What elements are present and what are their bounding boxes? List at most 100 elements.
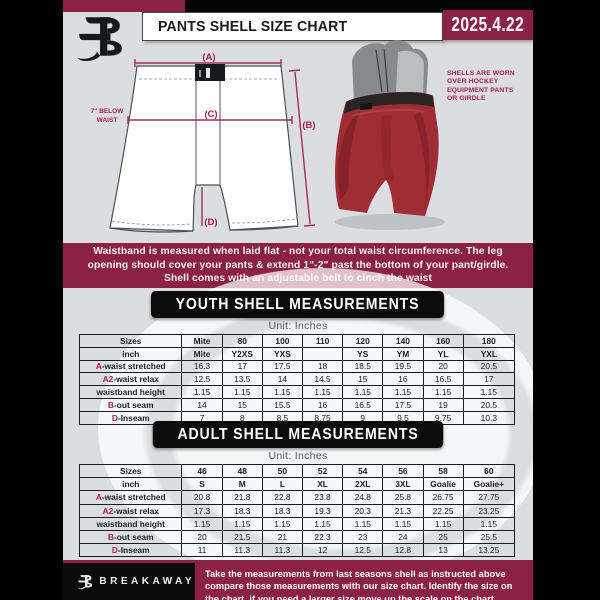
table-cell: 17 <box>462 372 516 387</box>
table-cell: 20 <box>422 359 464 374</box>
table-cell: 46 <box>181 463 223 479</box>
table-cell: 13 <box>422 543 464 558</box>
table-cell: 15 <box>342 372 384 387</box>
page-title: PANTS SHELL SIZE CHART <box>142 12 443 41</box>
row-label: D-Inseam <box>78 543 183 558</box>
row-label: Sizes <box>78 334 183 348</box>
table-cell: 18.3 <box>261 503 303 518</box>
table-cell: 16 <box>382 372 424 387</box>
table-cell: 160 <box>422 334 464 348</box>
table-cell: 48 <box>221 463 263 479</box>
table-cell: 1.15 <box>382 516 424 531</box>
table-row: inch S M L XL 2XL 3XL Goalie Goalie+ <box>78 477 516 492</box>
table-cell: 18.3 <box>221 503 263 518</box>
footer-instructions: Take the measurements from last seasons … <box>195 563 533 600</box>
table-cell: 16.5 <box>342 397 384 412</box>
row-label: A2-waist relax <box>78 372 183 387</box>
table-cell: Mite <box>181 334 223 348</box>
table-cell: 1.15 <box>462 516 516 531</box>
table-cell: 1.15 <box>181 516 223 531</box>
adult-section: ADULT SHELL MEASUREMENTS Unit: Inches Si… <box>63 421 533 558</box>
table-cell: 1.15 <box>342 385 384 399</box>
table-cell: 20.3 <box>342 503 384 518</box>
table-cell: 120 <box>342 334 384 348</box>
table-cell: 18 <box>301 359 344 374</box>
table-row: A-waist stretched 16.3 17 17.5 18 18.5 19.5 20 2… <box>78 359 516 374</box>
row-label: A-waist stretched <box>78 490 183 505</box>
table-row: Sizes 46 48 50 52 54 56 58 60 <box>78 463 516 479</box>
row-label: inch <box>78 346 183 361</box>
table-cell: 27.75 <box>462 490 516 505</box>
table-cell: 1.15 <box>301 516 344 531</box>
table-cell: 1.15 <box>462 385 516 399</box>
table-cell: 17.3 <box>181 503 223 518</box>
table-cell: Y2XS <box>221 346 263 361</box>
table-cell: 16.5 <box>422 372 464 387</box>
diagram-label-d: (D) <box>204 217 217 228</box>
table-cell: 2XL <box>342 477 384 492</box>
table-cell: 15.5 <box>261 397 303 412</box>
table-cell: 16 <box>301 397 344 412</box>
table-cell: 21 <box>261 529 303 545</box>
table-cell: YXL <box>462 346 516 361</box>
table-row: Sizes Mite 80 100 110 120 140 160 180 <box>78 334 516 348</box>
table-cell: YM <box>382 346 424 361</box>
shorts-outline <box>109 65 299 232</box>
table-cell: 3XL <box>382 477 424 492</box>
measurements-table: Sizes 46 48 50 52 54 56 58 60 inch S M L XL 2XL 3XL Goal… <box>78 463 516 558</box>
table-cell: 14 <box>261 372 303 387</box>
table-cell: L <box>261 477 303 492</box>
row-label: B-out seam <box>78 397 183 412</box>
table-cell: 22.8 <box>261 490 303 505</box>
table-cell: 25 <box>422 529 464 545</box>
table-cell: YL <box>422 346 464 361</box>
footer-bar: BREAKAWAY Take the measurements from las… <box>63 560 533 600</box>
row-label: Sizes <box>78 463 183 479</box>
table-cell: 12.5 <box>342 543 384 558</box>
youth-section: YOUTH SHELL MEASUREMENTS Unit: Inches Si… <box>63 291 533 425</box>
youth-measurements-table: Sizes Mite 80 100 110 120 140 160 180 inch Mite Y2X… <box>63 334 533 425</box>
table-cell <box>301 346 344 361</box>
table-cell: 12.8 <box>382 543 424 558</box>
footer-brand: BREAKAWAY <box>63 563 195 600</box>
table-cell: 13.5 <box>221 372 263 387</box>
table-cell: 1.15 <box>261 385 303 399</box>
youth-section-title: YOUTH SHELL MEASUREMENTS <box>151 291 445 318</box>
table-cell: 1.15 <box>181 385 223 399</box>
table-cell: 50 <box>261 463 303 479</box>
pants-measurement-diagram: (A) (B) (C) (D) <box>109 52 316 233</box>
table-cell: 24.8 <box>342 490 384 505</box>
table-cell: S <box>181 477 223 492</box>
table-cell: 19.5 <box>382 359 424 374</box>
table-cell: 54 <box>342 463 384 479</box>
table-cell: 180 <box>462 334 516 348</box>
table-cell: 24 <box>382 529 424 545</box>
table-cell: 1.15 <box>221 516 263 531</box>
table-row: B-out seam 20 21.5 21 22.3 23 24 25 25.5 <box>78 529 516 545</box>
adult-measurements-table: Sizes 46 48 50 52 54 56 58 60 inch S M L XL 2XL 3XL Goal… <box>63 463 533 558</box>
breakaway-monogram-icon-small <box>77 575 93 590</box>
row-label: B-out seam <box>78 529 183 545</box>
table-cell: 60 <box>462 463 516 479</box>
row-label: waistband height <box>78 385 183 399</box>
table-cell: 23.8 <box>301 490 344 505</box>
table-cell: XL <box>301 477 344 492</box>
table-cell: 11 <box>181 543 223 558</box>
diagram-label-c: (C) <box>204 109 217 120</box>
table-cell: 20.5 <box>462 359 516 374</box>
table-cell: 140 <box>382 334 424 348</box>
table-cell: 22.25 <box>422 503 464 518</box>
table-cell: 20.5 <box>462 397 516 412</box>
table-cell: 19.3 <box>301 503 344 518</box>
table-row: inch Mite Y2XS YXS YS YM YL YXL <box>78 346 516 361</box>
table-row: waistband height 1.15 1.15 1.15 1.15 1.15 1.15… <box>78 385 516 399</box>
table-cell: 1.15 <box>261 516 303 531</box>
table-cell: YS <box>342 346 384 361</box>
table-cell: 56 <box>382 463 424 479</box>
table-row: A2-waist relax 12.5 13.5 14 14.5 15 16 16.5 17 <box>78 372 516 387</box>
table-cell: 1.15 <box>422 516 464 531</box>
table-cell: Mite <box>181 346 223 361</box>
measurements-table: Sizes Mite 80 100 110 120 140 160 180 inch Mite Y2X… <box>78 334 516 425</box>
top-maroon-strip <box>63 0 185 12</box>
